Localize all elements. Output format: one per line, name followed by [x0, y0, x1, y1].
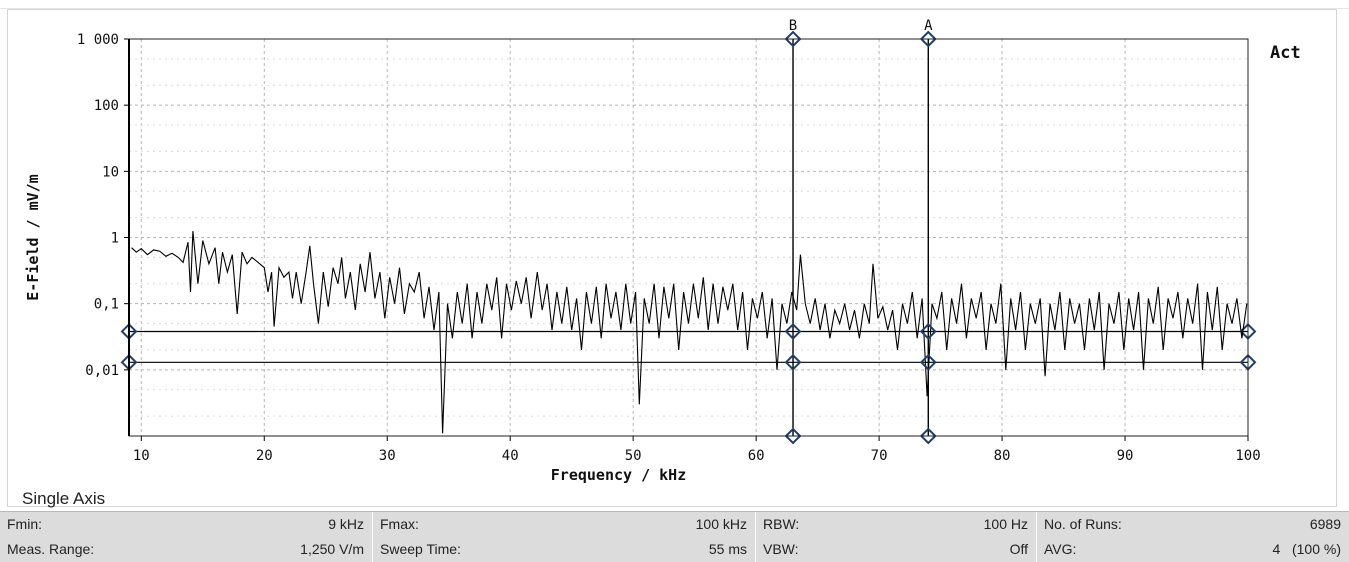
- marker-threshold-handle[interactable]: [784, 353, 802, 371]
- x-tick-label: 30: [379, 448, 396, 464]
- fmin-value: 9 kHz: [328, 516, 364, 532]
- sweep-time-label: Sweep Time:: [380, 541, 461, 557]
- meas-range-label: Meas. Range:: [7, 541, 95, 557]
- threshold-handle-right[interactable]: [1239, 353, 1257, 371]
- x-tick-label: 100: [1235, 448, 1260, 464]
- vbw-label: VBW:: [763, 541, 799, 557]
- x-tick-labels: 10 20 30 40 50 60 70 80 90 100: [133, 436, 1261, 464]
- x-tick-label: 40: [502, 448, 519, 464]
- grid-lines: [129, 38, 1249, 437]
- x-axis-label: Frequency / kHz: [551, 466, 686, 484]
- spectrum-chart-panel: 1 000 100 10 1 0,1 0,01 10 20 30 40 50 60 70 80 90 100…: [7, 9, 1338, 508]
- y-tick-label: 1: [111, 231, 119, 247]
- y-tick-label: 10: [102, 164, 119, 180]
- threshold-lines[interactable]: [120, 323, 1257, 371]
- status-column-fmin: Fmin: 9 kHz Meas. Range: 1,250 V/m: [0, 512, 373, 562]
- status-column-rbw: RBW: 100 Hz VBW: Off: [756, 512, 1037, 562]
- marker-threshold-handle[interactable]: [919, 353, 937, 371]
- single-axis-label[interactable]: Single Axis: [22, 489, 106, 508]
- rbw-label: RBW:: [763, 516, 800, 532]
- fmax-value: 100 kHz: [695, 516, 747, 532]
- marker-label-b: B: [789, 18, 797, 34]
- x-tick-label: 80: [994, 448, 1011, 464]
- meas-range-value: 1,250 V/m: [300, 541, 364, 557]
- x-tick-label: 50: [625, 448, 642, 464]
- trace-act-line: [131, 231, 1248, 434]
- avg-value: 4 (100 %): [1272, 541, 1341, 557]
- x-tick-label: 90: [1117, 448, 1134, 464]
- x-tick-label: 70: [871, 448, 888, 464]
- top-divider: [0, 8, 1349, 9]
- fmax-label: Fmax:: [380, 516, 419, 532]
- x-tick-label: 20: [256, 448, 273, 464]
- marker-label-a: A: [924, 18, 933, 34]
- threshold-handle-left[interactable]: [120, 323, 138, 340]
- marker-threshold-handle[interactable]: [919, 323, 937, 340]
- threshold-handle-left[interactable]: [120, 353, 138, 371]
- y-tick-label: 100: [94, 98, 119, 114]
- runs-value: 6989: [1309, 516, 1341, 532]
- status-column-runs: No. of Runs: 6989 AVG: 4 (100 %): [1037, 512, 1349, 562]
- y-axis-label: E-Field / mV/m: [24, 174, 42, 300]
- y-tick-labels: 1 000 100 10 1 0,1 0,01: [77, 32, 129, 379]
- vbw-value: Off: [1009, 541, 1028, 557]
- status-bar: Fmin: 9 kHz Meas. Range: 1,250 V/m Fmax: 10…: [0, 511, 1349, 562]
- trace-label-act: Act: [1270, 43, 1301, 63]
- x-tick-label: 60: [748, 448, 765, 464]
- fmin-label: Fmin:: [7, 516, 42, 532]
- avg-label: AVG:: [1044, 541, 1077, 557]
- x-tick-label: 10: [133, 448, 150, 464]
- rbw-value: 100 Hz: [983, 516, 1028, 532]
- spectrum-plot[interactable]: 1 000 100 10 1 0,1 0,01 10 20 30 40 50 60 70 80 90 100…: [8, 10, 1338, 508]
- sweep-time-value: 55 ms: [708, 541, 747, 557]
- marker-threshold-handle[interactable]: [784, 323, 802, 340]
- threshold-handle-right[interactable]: [1239, 323, 1257, 340]
- y-tick-label: 0,1: [94, 297, 119, 313]
- status-column-fmax: Fmax: 100 kHz Sweep Time: 55 ms: [373, 512, 756, 562]
- y-tick-label: 1 000: [77, 32, 119, 48]
- y-tick-label: 0,01: [85, 363, 119, 379]
- trace-layer: [131, 231, 1248, 434]
- runs-label: No. of Runs:: [1044, 516, 1122, 532]
